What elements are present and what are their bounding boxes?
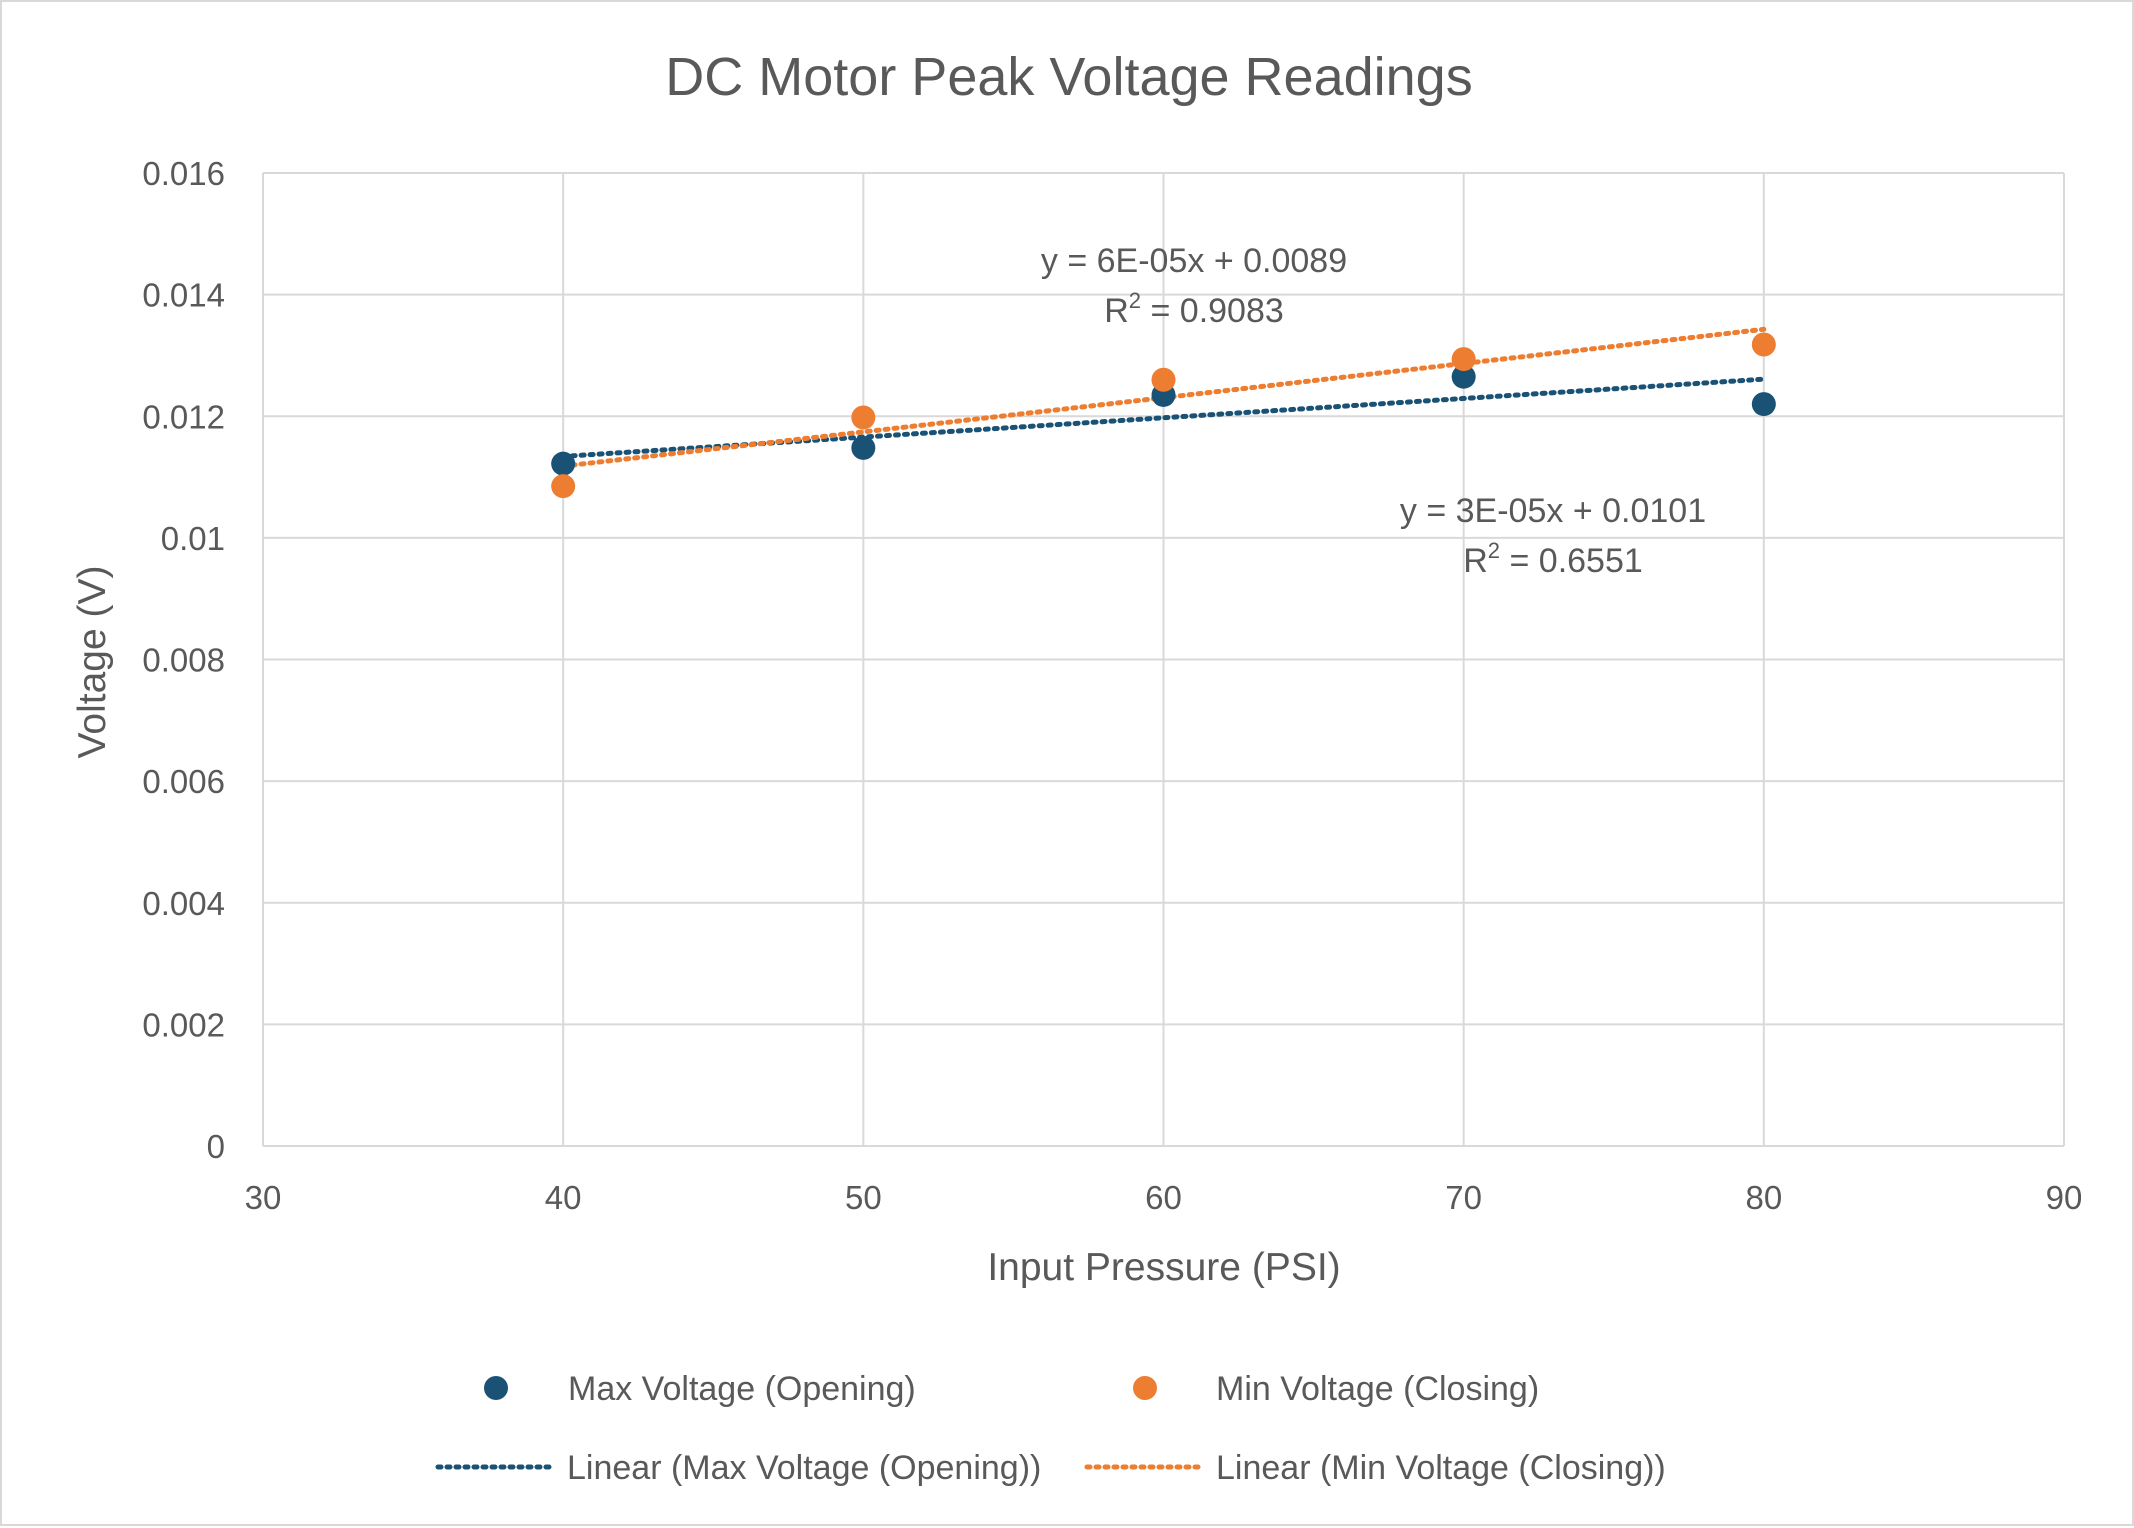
data-point-min-voltage: [1451, 347, 1476, 372]
r2-value: = 0.9083: [1141, 292, 1284, 330]
x-tick-label: 50: [845, 1179, 882, 1216]
y-axis-title: Voltage (V): [71, 566, 114, 759]
y-tick-label: 0: [207, 1128, 225, 1165]
x-tick-label: 40: [545, 1179, 582, 1216]
y-tick-label: 0.004: [142, 885, 225, 922]
x-tick-label: 90: [2046, 1179, 2083, 1216]
y-tick-label: 0.01: [161, 520, 225, 557]
r2-label-min: R2 = 0.9083: [1104, 288, 1284, 330]
r2-superscript: 2: [1488, 538, 1500, 563]
x-axis-title: Input Pressure (PSI): [987, 1246, 1340, 1289]
data-point-min-voltage: [851, 405, 876, 430]
y-tick-label: 0.014: [142, 277, 225, 314]
equation-label-max: y = 3E-05x + 0.0101: [1400, 492, 1706, 530]
data-point-max-voltage: [1751, 392, 1776, 417]
x-tick-label: 60: [1145, 1179, 1182, 1216]
legend: Max Voltage (Opening) Min Voltage (Closi…: [435, 1370, 1666, 1487]
r2-value: = 0.6551: [1500, 542, 1643, 580]
y-tick-label: 0.008: [142, 642, 225, 679]
data-point-max-voltage: [1451, 364, 1476, 389]
y-tick-label: 0.002: [142, 1006, 225, 1043]
chart-title: DC Motor Peak Voltage Readings: [665, 47, 1472, 107]
legend-label-max: Max Voltage (Opening): [568, 1370, 916, 1408]
legend-label-min: Min Voltage (Closing): [1216, 1370, 1539, 1408]
annotation-min-trend: y = 6E-05x + 0.0089 R2 = 0.9083: [1041, 242, 1347, 330]
data-point-max-voltage: [851, 435, 876, 460]
r2-prefix: R: [1463, 542, 1488, 580]
x-tick-label: 30: [245, 1179, 282, 1216]
data-point-min-voltage: [1151, 367, 1176, 392]
legend-marker-min: [1133, 1376, 1157, 1400]
legend-label-min-trend: Linear (Min Voltage (Closing)): [1216, 1449, 1666, 1487]
equation-label-min: y = 6E-05x + 0.0089: [1041, 242, 1347, 280]
y-tick-label: 0.012: [142, 398, 225, 435]
ticks-layer: 0 0.002 0.004 0.006 0.008 0.01 0.012 0.014 0.016…: [142, 155, 2082, 1216]
legend-marker-max: [484, 1376, 508, 1400]
r2-prefix: R: [1104, 292, 1129, 330]
data-point-min-voltage: [1751, 332, 1776, 357]
data-point-max-voltage: [551, 451, 576, 476]
x-tick-label: 70: [1445, 1179, 1482, 1216]
y-tick-label: 0.006: [142, 763, 225, 800]
annotation-max-trend: y = 3E-05x + 0.0101 R2 = 0.6551: [1400, 492, 1706, 580]
legend-label-max-trend: Linear (Max Voltage (Opening)): [567, 1449, 1041, 1487]
r2-label-max: R2 = 0.6551: [1463, 538, 1643, 580]
points-layer: [551, 332, 1776, 499]
r2-superscript: 2: [1129, 288, 1141, 313]
x-tick-label: 80: [1745, 1179, 1782, 1216]
grid-layer: [262, 172, 2065, 1147]
y-tick-label: 0.016: [142, 155, 225, 192]
data-point-min-voltage: [551, 474, 576, 499]
